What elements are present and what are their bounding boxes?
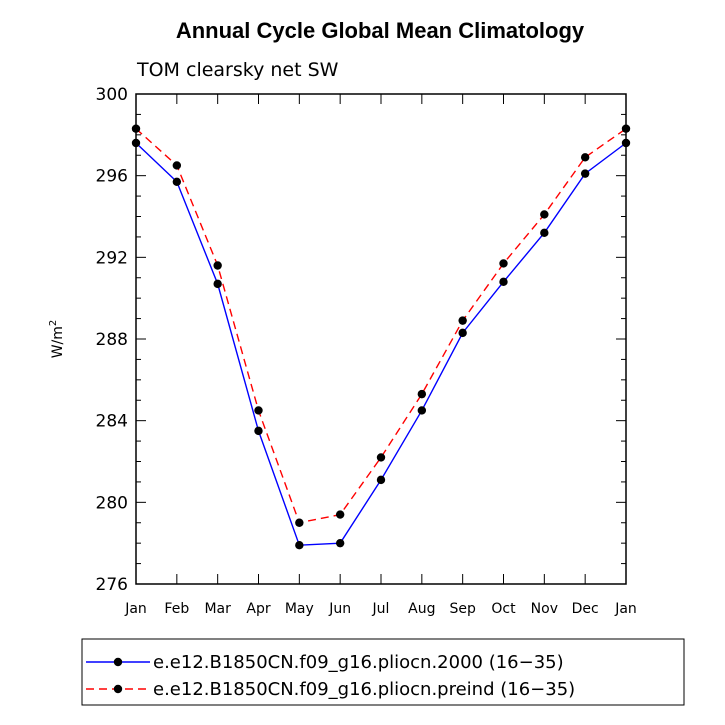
data-point — [417, 406, 427, 415]
chart-subtitle: TOM clearsky net SW — [136, 59, 339, 81]
x-axis-ticks: Jan Feb Mar Apr May Jun Jul Aug Sep Oct Nov Dec Jan — [124, 94, 637, 617]
data-point — [172, 177, 182, 186]
x-tick-label: Jan — [124, 601, 147, 617]
y-axis-label-superscript: 2 — [48, 320, 59, 326]
x-tick-label: Feb — [164, 601, 189, 617]
series-line — [135, 128, 627, 524]
legend-box — [81, 638, 685, 706]
data-point — [458, 328, 467, 338]
data-point — [458, 316, 467, 325]
x-tick-label: Sep — [449, 601, 476, 617]
x-tick-label: Dec — [572, 601, 599, 617]
data-point — [580, 153, 590, 162]
chart-title: Annual Cycle Global Mean Climatology — [176, 18, 585, 43]
data-point — [335, 510, 345, 519]
legend-label: e.e12.B1850CN.f09_g16.pliocn.preind (16−… — [153, 679, 575, 700]
data-point — [254, 426, 263, 436]
data-point — [213, 261, 222, 270]
y-axis-label-text: W/m — [50, 326, 66, 358]
data-point — [335, 538, 345, 548]
data-point — [131, 124, 141, 133]
legend-marker — [113, 657, 123, 667]
y-tick-label: 300 — [96, 85, 128, 105]
x-tick-label: Jan — [614, 601, 637, 617]
x-tick-label: Jun — [328, 601, 351, 617]
x-tick-label: Mar — [204, 601, 231, 617]
legend-label: e.e12.B1850CN.f09_g16.pliocn.2000 (16−35… — [153, 652, 564, 673]
y-tick-label: 288 — [96, 330, 128, 350]
y-axis-label: W/m2 — [48, 320, 66, 359]
data-point — [499, 277, 508, 287]
data-point — [376, 453, 386, 462]
y-axis-ticks: 276 280 284 288 292 296 300 — [96, 85, 626, 595]
legend: e.e12.B1850CN.f09_g16.pliocn.2000 (16−35… — [86, 652, 575, 700]
data-point — [295, 518, 304, 527]
data-point — [376, 475, 386, 485]
data-point — [254, 406, 263, 415]
x-tick-label: Nov — [531, 601, 558, 617]
plot-frame — [135, 93, 627, 585]
data-point — [417, 389, 427, 399]
y-tick-label: 284 — [96, 412, 128, 432]
data-point — [621, 124, 631, 133]
data-point — [540, 210, 549, 219]
data-point — [580, 169, 590, 178]
x-tick-label: Jul — [372, 601, 390, 617]
y-tick-label: 280 — [96, 493, 128, 513]
data-point — [295, 541, 304, 550]
data-point — [213, 279, 222, 289]
data-point — [540, 228, 549, 238]
data-point — [499, 259, 508, 268]
data-point — [131, 138, 141, 148]
data-point — [172, 161, 182, 170]
x-tick-label: May — [285, 601, 314, 617]
y-tick-label: 276 — [96, 575, 128, 595]
legend-marker — [113, 684, 123, 694]
x-tick-label: Aug — [408, 601, 435, 617]
x-tick-label: Apr — [246, 601, 270, 617]
y-tick-label: 296 — [96, 167, 128, 187]
y-tick-label: 292 — [96, 248, 128, 268]
data-point — [621, 138, 631, 148]
x-tick-label: Oct — [491, 601, 516, 617]
series-lines — [131, 124, 631, 550]
